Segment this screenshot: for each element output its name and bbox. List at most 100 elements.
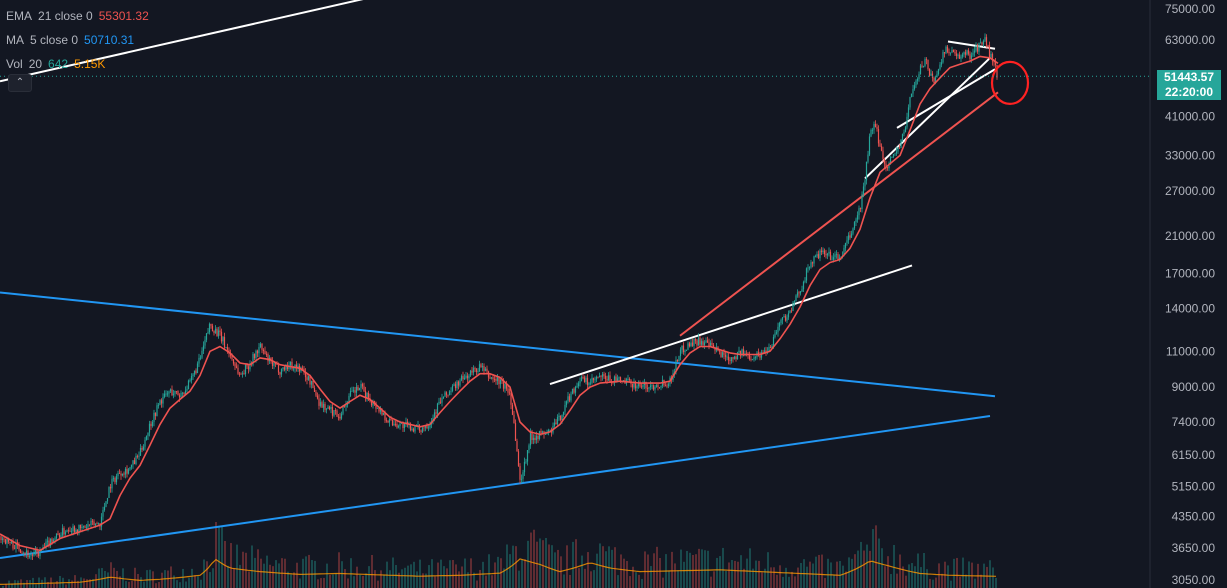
volume-bar (158, 582, 160, 588)
candle-body (18, 545, 20, 550)
candle-body (811, 262, 814, 264)
y-tick-label: 11000.00 (1166, 344, 1215, 358)
volume-bar (476, 580, 478, 588)
volume-bar (212, 568, 214, 588)
volume-bar (962, 557, 964, 588)
candle-body (123, 473, 125, 475)
volume-bar (857, 550, 859, 588)
volume-bar (140, 577, 142, 588)
candle-body (384, 413, 386, 421)
candle-body (777, 326, 779, 333)
candle-body (55, 533, 58, 539)
candle-body (330, 406, 332, 410)
candle-body (358, 388, 361, 391)
candle-body (70, 531, 73, 532)
candle-body (322, 403, 325, 408)
legend-vol[interactable]: Vol 20 642 5.15K (6, 52, 155, 76)
candle-body (9, 541, 11, 544)
candle-body (909, 97, 911, 108)
candle-body (687, 343, 689, 350)
volume-bar (86, 579, 88, 588)
candle-body (979, 42, 982, 44)
candle-body (76, 529, 79, 534)
candle-body (393, 423, 395, 426)
volume-ma-line (0, 558, 997, 585)
candle-body (654, 387, 656, 390)
candle-body (111, 478, 113, 489)
volume-bar (674, 563, 676, 588)
volume-bar (698, 548, 700, 588)
candle-body (682, 345, 685, 353)
volume-bar (638, 574, 640, 588)
volume-bar (650, 566, 652, 588)
candle-body (526, 450, 529, 462)
annotation-circle[interactable] (990, 60, 1030, 105)
candle-body (253, 353, 256, 359)
volume-bar (323, 577, 325, 588)
candle-body (457, 381, 460, 386)
candle-body (465, 375, 467, 378)
candle-body (177, 390, 179, 396)
volume-bar (68, 579, 70, 588)
candle-body (409, 423, 412, 431)
candle-body (348, 395, 350, 404)
candle-body (120, 473, 122, 476)
volume-bar (380, 570, 382, 588)
candle-body (724, 354, 727, 357)
candle-body (6, 538, 8, 544)
candle-body (529, 432, 532, 446)
candle-body (733, 356, 736, 359)
candle-body (51, 538, 53, 544)
candle-body (237, 367, 239, 374)
candle-body (97, 523, 100, 525)
candle-body (213, 331, 215, 333)
candle-body (262, 349, 265, 351)
candle-body (285, 366, 287, 370)
legend-collapse-button[interactable]: ⌃ (8, 74, 32, 92)
candle-body (85, 527, 88, 529)
volume-bar (83, 578, 85, 588)
volume-bar (512, 545, 514, 588)
volume-bar (434, 576, 436, 588)
candle-body (565, 401, 568, 405)
candle-body (900, 139, 902, 148)
volume-bar (515, 546, 517, 588)
candle-body (73, 526, 76, 533)
candle-body (987, 45, 989, 47)
volume-bar (134, 567, 136, 588)
volume-bar (809, 561, 811, 588)
candle-body (424, 425, 427, 428)
candle-body (658, 387, 661, 388)
candle-body (433, 412, 436, 418)
volume-bar (374, 570, 376, 588)
candle-body (907, 107, 910, 117)
trendlines[interactable] (0, 0, 999, 560)
candle-body (694, 339, 697, 341)
volume-bar (989, 560, 991, 588)
candle-body (522, 472, 524, 479)
indicator-legend: EMA 21 close 0 55301.32 MA 5 close 0 50710.3… (6, 4, 155, 76)
volume-bar (11, 583, 13, 588)
legend-ema[interactable]: EMA 21 close 0 55301.32 (6, 4, 155, 28)
volume-bar (497, 556, 499, 588)
candle-body (517, 451, 520, 466)
candle-body (133, 460, 136, 465)
candle-body (975, 45, 977, 51)
candle-body (3, 538, 5, 540)
volume-bar (317, 579, 319, 588)
candle-body (144, 439, 146, 447)
candle-body (711, 342, 713, 345)
volume-bar (884, 566, 886, 588)
volume-bar (593, 570, 595, 588)
candle-body (331, 406, 334, 416)
legend-ma[interactable]: MA 5 close 0 50710.31 (6, 28, 155, 52)
volume-bar (767, 552, 769, 588)
candle-body (667, 383, 670, 387)
candle-body (201, 350, 203, 358)
candle-body (691, 342, 694, 346)
volume-bar (365, 573, 367, 588)
candle-body (862, 186, 865, 195)
candle-body (597, 376, 599, 378)
vol-params: 20 (28, 57, 43, 71)
